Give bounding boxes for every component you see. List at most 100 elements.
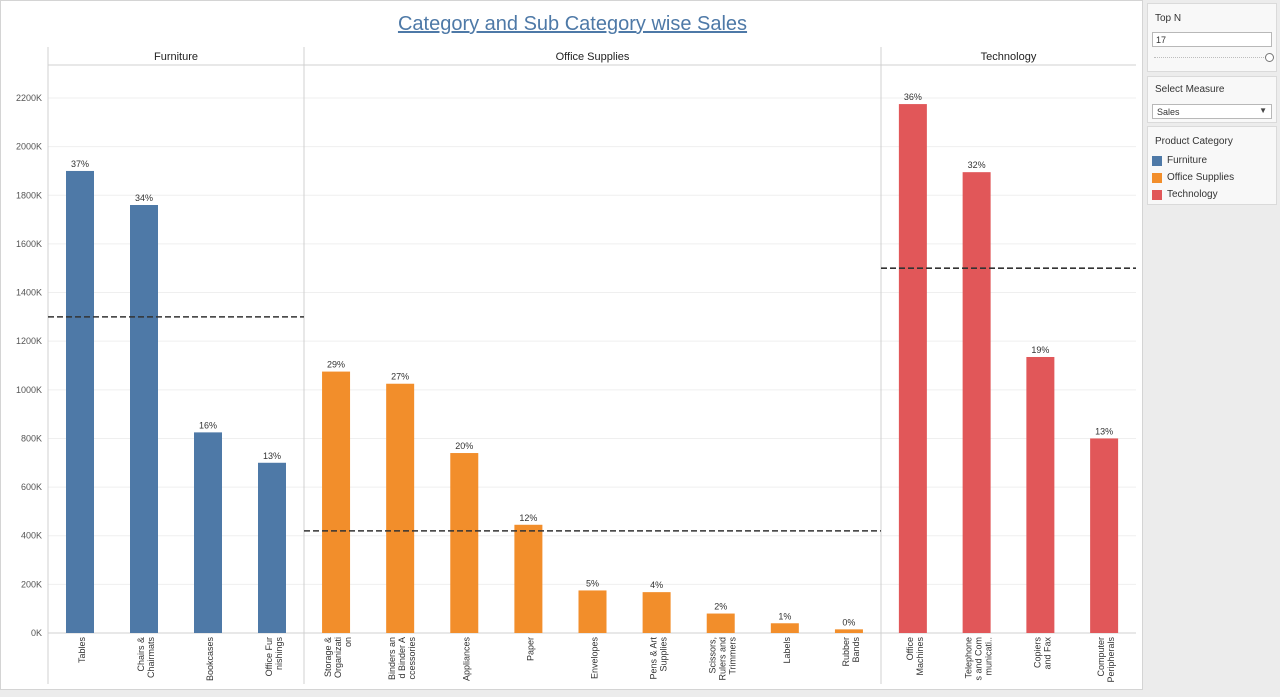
bar-data-label: 20%: [455, 441, 473, 451]
x-tick-label: municati..: [984, 637, 994, 676]
x-tick-label: on: [343, 637, 353, 647]
x-tick-label: Computer: [1096, 637, 1106, 677]
top-n-slider-track[interactable]: [1154, 57, 1266, 59]
x-tick-label: Organizati: [333, 637, 343, 678]
x-tick-label: Peripherals: [1106, 637, 1116, 683]
x-tick-label: Appliances: [461, 637, 471, 682]
y-tick-label: 0K: [31, 628, 42, 638]
y-tick-label: 2200K: [16, 93, 42, 103]
y-tick-label: 200K: [21, 579, 42, 589]
x-tick-label: ccessories: [407, 637, 417, 680]
bar: [450, 453, 479, 633]
x-tick-label: Office: [905, 637, 915, 660]
side-panel: Top N 17 Select Measure Sales ▼ Product …: [1147, 0, 1277, 697]
bar-data-label: 13%: [1095, 426, 1113, 436]
bar: [258, 462, 286, 633]
y-tick-label: 800K: [21, 433, 42, 443]
bar: [1090, 438, 1119, 633]
x-tick-label: Labels: [782, 637, 792, 664]
measure-dropdown[interactable]: Sales ▼: [1152, 104, 1272, 119]
y-tick-label: 1400K: [16, 288, 42, 298]
x-tick-label: Chairs &: [136, 637, 146, 672]
x-tick-label: Tables: [77, 637, 87, 664]
top-n-input[interactable]: 17: [1152, 32, 1272, 47]
x-tick-label: Rulers and: [718, 637, 728, 681]
chevron-down-icon[interactable]: ▼: [1259, 106, 1267, 115]
x-tick-label: Rubber: [841, 637, 851, 667]
x-tick-label: Chairmats: [146, 637, 156, 679]
x-tick-label: Binders an: [387, 637, 397, 680]
bar: [770, 623, 799, 633]
x-tick-label: Pens & Art: [649, 637, 659, 680]
top-n-slider-thumb[interactable]: [1265, 53, 1274, 62]
x-tick-label: Telephone: [964, 637, 974, 679]
dashboard: Category and Sub Category wise Sales 0K 2…: [0, 0, 1143, 690]
bar: [322, 371, 351, 633]
bar-data-label: 4%: [650, 580, 663, 590]
bar: [130, 205, 158, 633]
measure-filter: Select Measure Sales ▼: [1147, 76, 1277, 123]
x-tick-label: Storage &: [323, 637, 333, 677]
chart-title[interactable]: Category and Sub Category wise Sales: [397, 13, 748, 35]
bar-data-label: 19%: [1031, 345, 1049, 355]
legend: Product Category Furniture Office Suppli…: [1147, 126, 1277, 205]
bar: [578, 590, 607, 633]
bar-data-label: 34%: [135, 193, 153, 203]
legend-item-furniture[interactable]: Furniture: [1152, 155, 1272, 168]
bar: [514, 524, 543, 633]
bar-data-label: 12%: [519, 513, 537, 523]
bar: [962, 172, 991, 633]
legend-item-office-supplies[interactable]: Office Supplies: [1152, 172, 1272, 185]
legend-swatch: [1152, 190, 1162, 200]
pane-header-label: Technology: [981, 51, 1037, 63]
legend-title: Product Category: [1155, 136, 1233, 147]
y-tick-label: 2000K: [16, 142, 42, 152]
y-tick-label: 1800K: [16, 190, 42, 200]
top-n-filter: Top N 17: [1147, 3, 1277, 72]
x-tick-label: Paper: [525, 637, 535, 661]
x-tick-label: d Binder A: [397, 637, 407, 679]
bar: [642, 592, 671, 633]
x-tick-label: Bookcases: [205, 637, 215, 682]
x-tick-label: Supplies: [659, 637, 669, 672]
y-tick-label: 1200K: [16, 336, 42, 346]
y-tick-label: 1600K: [16, 239, 42, 249]
bar: [194, 432, 222, 633]
legend-item-technology[interactable]: Technology: [1152, 189, 1272, 202]
bar-data-label: 27%: [391, 372, 409, 382]
measure-selected-value: Sales: [1157, 107, 1180, 117]
pane-header-label: Office Supplies: [556, 51, 630, 63]
bar-data-label: 36%: [904, 92, 922, 102]
bar-data-label: 1%: [778, 611, 791, 621]
bar-data-label: 5%: [586, 578, 599, 588]
measure-label: Select Measure: [1155, 84, 1225, 95]
bar-data-label: 29%: [327, 360, 345, 370]
y-tick-label: 600K: [21, 482, 42, 492]
bar: [706, 613, 735, 633]
bar-data-label: 37%: [71, 159, 89, 169]
bar: [834, 629, 863, 633]
x-tick-label: Office Fur: [264, 637, 274, 676]
legend-label: Technology: [1167, 189, 1218, 200]
bar-data-label: 0%: [842, 617, 855, 627]
x-tick-label: Copiers: [1032, 637, 1042, 669]
bar-data-label: 32%: [968, 160, 986, 170]
bar-data-label: 2%: [714, 602, 727, 612]
x-tick-label: Machines: [915, 637, 925, 676]
legend-swatch: [1152, 156, 1162, 166]
top-n-label: Top N: [1155, 13, 1182, 24]
x-tick-label: Scissors,: [708, 637, 718, 674]
x-tick-label: s and Com: [974, 637, 984, 681]
bar-data-label: 16%: [199, 420, 217, 430]
legend-swatch: [1152, 173, 1162, 183]
legend-label: Office Supplies: [1167, 172, 1235, 183]
x-tick-label: Bands: [851, 637, 861, 663]
bar: [898, 104, 927, 634]
bar: [1026, 356, 1055, 633]
y-tick-label: 1000K: [16, 385, 42, 395]
pane-header-label: Furniture: [154, 51, 198, 63]
legend-label: Furniture: [1167, 155, 1208, 166]
bar-data-label: 13%: [263, 451, 281, 461]
bar-chart: 0K 200K 400K 600K 800K 1000K 1200K 1400K 1600K 18…: [16, 47, 1136, 684]
bar: [386, 383, 415, 633]
